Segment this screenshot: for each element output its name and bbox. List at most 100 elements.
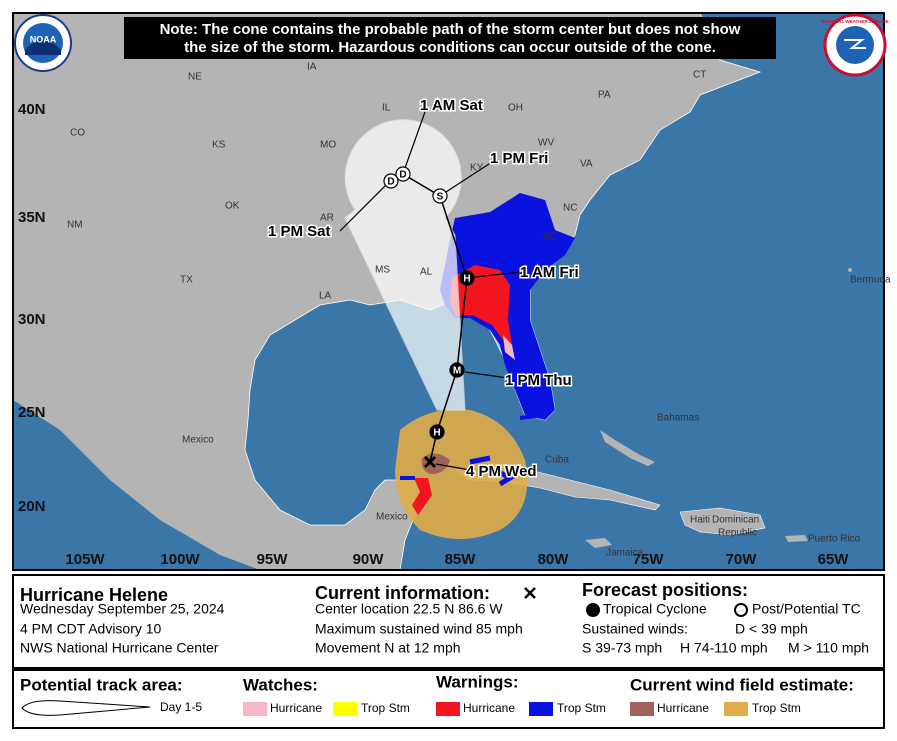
place-label: NC [563,203,577,214]
forecast-label: 1 PM Sat [268,223,331,240]
pacific [13,400,260,570]
storm-date: Wednesday September 25, 2024 [20,601,225,617]
leader-line [445,161,493,193]
storm-center: NWS National Hurricane Center [20,640,219,656]
place-label: CO [70,128,85,139]
legend-item: Trop Stm [557,701,606,715]
forecast-label: 1 AM Sat [420,97,483,114]
forecast-marker [459,270,475,286]
forecast-labels: 1 PM Thu 1 AM Fri 1 PM Fri 1 AM Sat 1 PM… [267,95,581,481]
place-label: Bermuda [850,275,891,286]
forecast-marker [395,166,411,182]
place-label: NM [67,220,83,231]
current-info-heading: Current information: [315,583,490,603]
logo-text: NATIONAL WEATHER SERVICE [821,19,888,24]
lon-label: 65W [818,551,850,568]
lon-label: 85W [445,551,477,568]
place-label: KY [470,163,484,174]
place-label: Jamaica [606,548,644,559]
swatch [243,702,267,716]
marker-symbol: S [437,192,444,203]
ptc-icon [734,603,748,617]
wind-class: M > 110 mph [788,640,869,656]
cuba-trop-stm-warning [469,455,516,487]
legend-heading: Current wind field estimate: [630,675,854,694]
tc-label: Tropical Cyclone [603,601,707,617]
logo-bolt [844,39,866,49]
note-box [124,17,776,59]
current-info-line: Center location 22.5 N 86.6 W [315,601,503,617]
place-label: Haiti [690,515,710,526]
place-label: TX [180,275,193,286]
marker-symbol: M [453,366,461,377]
place-label: IL [382,103,391,114]
wind-class: D < 39 mph [735,621,808,637]
leader-line [339,184,387,232]
marker-symbol: D [387,177,394,188]
forecast-marker [383,173,399,189]
lon-label: 90W [353,551,385,568]
logo-wave [25,40,61,55]
leader-line [464,371,509,379]
legend-heading: Warnings: [436,672,518,691]
x-mark [423,455,437,469]
bermuda [848,268,852,272]
marker-symbol: H [433,428,440,439]
yucatan-hurricane-warning [412,478,432,515]
lon-label: 80W [538,551,570,568]
lon-label: 95W [257,551,289,568]
place-label: OK [225,201,240,212]
current-position-marker [423,455,437,469]
hispaniola [679,507,766,536]
place-label: Mexico [182,435,214,446]
hurricane-watch [503,335,515,360]
leader-line [435,463,471,471]
current-info-line: Maximum sustained wind 85 mph [315,621,523,637]
nws-logo: NATIONAL WEATHER SERVICE [821,13,889,77]
tc-icon [586,603,600,617]
place-label: CT [693,70,706,81]
hurricane-wind-field [421,453,450,475]
forecast-marker [449,362,465,378]
lat-label: 40N [18,101,46,118]
lon-label: 75W [633,551,665,568]
lat-label: 25N [18,404,46,421]
marker-symbol: H [463,274,470,285]
forecast-heading: Forecast positions: [582,580,748,600]
place-label: Puerto Rico [808,534,861,545]
place-label: SC [543,232,557,243]
lat-label: 35N [18,209,46,226]
place-label: Dominican [712,515,759,526]
place-label: PA [598,90,611,101]
legend-item: Trop Stm [752,701,801,715]
swatch [529,702,553,716]
forecast-label: 1 PM Thu [505,372,572,389]
lon-label: 70W [726,551,758,568]
lat-label: 20N [18,498,46,515]
lon-label: 100W [160,551,200,568]
place-label: Republic [718,528,757,539]
place-label: MS [375,265,390,276]
bahamas [600,430,655,466]
swatch [724,702,748,716]
logo-text: NOAA [30,34,57,44]
place-label: AR [320,213,334,224]
wind-class: S 39-73 mph [582,640,662,656]
puerto-rico [785,535,808,542]
swatch [630,702,654,716]
info-panel [12,574,885,669]
swatch [436,702,460,716]
place-label: Bahamas [657,413,699,424]
current-label: 4 PM Wed [466,463,537,480]
legend-item: Hurricane [270,701,322,715]
place-label: IA [307,62,317,73]
legend-panel [12,669,885,729]
legend-item: Trop Stm [361,701,410,715]
legend-item: Hurricane [657,701,709,715]
map-border [12,12,885,571]
forecast-marker [429,424,445,440]
longitude-labels: 105W 100W 95W 90W 85W 80W 75W 70W 65W [65,551,849,568]
lon-label: 105W [65,551,105,568]
place-label: NE [188,72,202,83]
place-label: KS [212,140,226,151]
